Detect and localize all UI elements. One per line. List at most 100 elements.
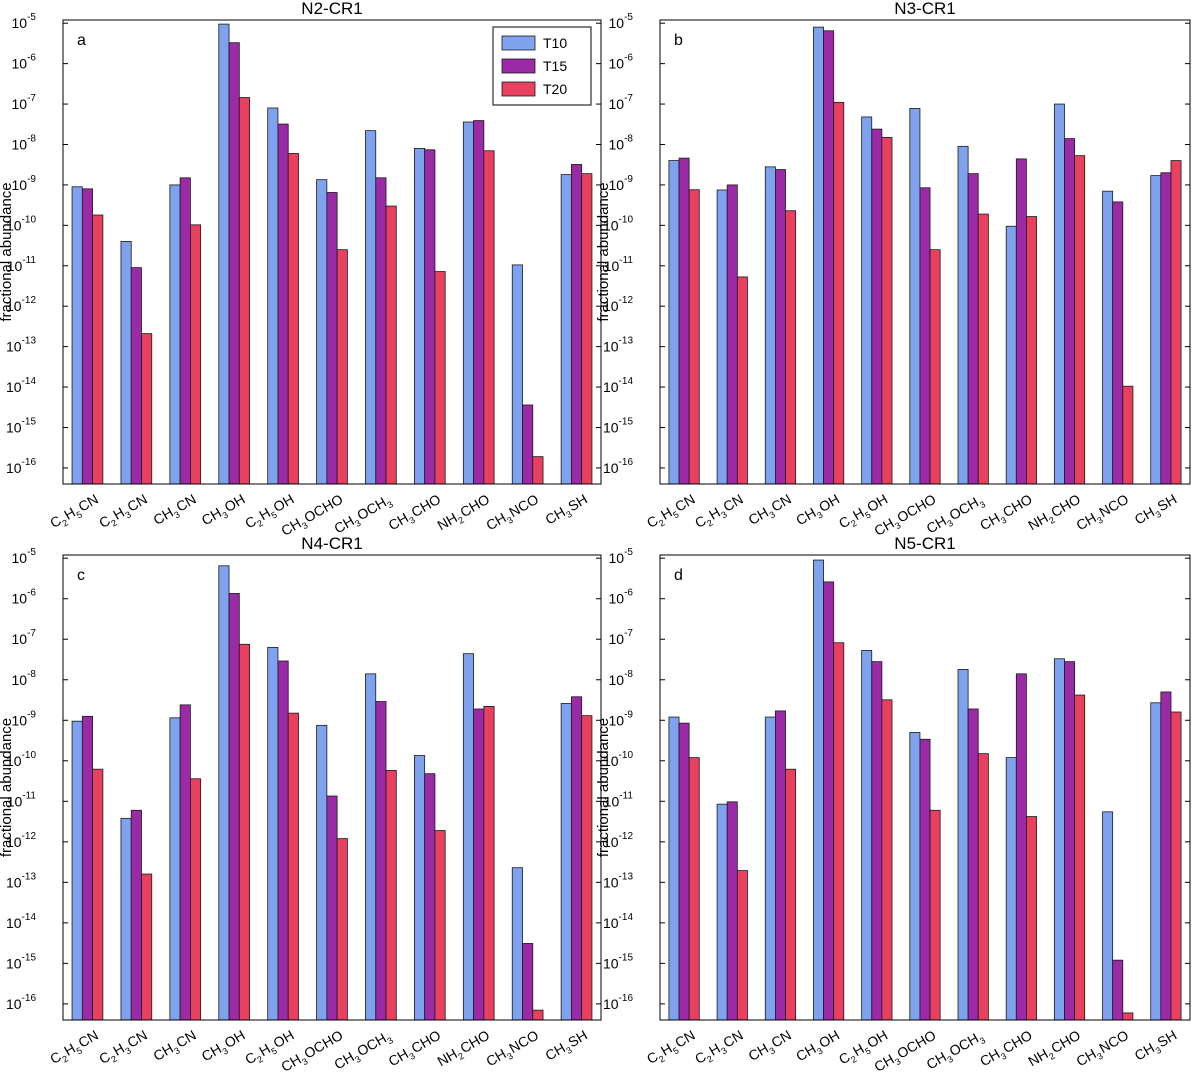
xtick-subscript: 5 (671, 1045, 680, 1056)
xtick-text: NH (1025, 1045, 1051, 1069)
ytick-exponent: -14 (22, 912, 37, 923)
ytick-label: 10-16 (6, 993, 36, 1012)
bar-t15-c2h5cn (678, 157, 690, 485)
legend-swatch-t15 (501, 58, 536, 74)
ytick-exponent: -6 (624, 53, 633, 64)
xtick-label-ch3oh: CH3 OH (793, 1027, 844, 1067)
xtick-subscript: 3 (408, 515, 417, 526)
xtick-subscript: 3 (172, 509, 181, 520)
ytick-base: 10 (603, 339, 619, 355)
bar-t20-ch3cn (785, 768, 797, 1021)
bar-t15-ch3ocho (326, 795, 338, 1021)
bar-t10-ch3sh (560, 703, 572, 1021)
xtick-subscript: 3 (123, 1045, 132, 1056)
bar-t20-nh2cho (1074, 694, 1086, 1021)
xtick-text: CH (150, 1040, 176, 1064)
xtick-text: CH (483, 509, 509, 533)
bar-t10-ch3och3 (365, 130, 377, 485)
ytick-base: 10 (6, 834, 22, 850)
ytick-exponent: -5 (624, 547, 633, 558)
plot-frame (659, 19, 1191, 485)
bar-t20-c2h5cn (688, 757, 700, 1021)
ytick-exponent: -16 (619, 993, 634, 1004)
panel-title: N2-CR1 (301, 0, 362, 18)
ytick-label: 10-14 (603, 912, 633, 931)
xtick-subscript: 3 (768, 509, 777, 520)
ytick-label: 10-5 (12, 547, 37, 566)
xtick-text: OCH (946, 1030, 981, 1059)
bar-t15-c2h5oh (871, 128, 883, 485)
bar-t10-c2h5cn (668, 716, 680, 1021)
ytick-exponent: -6 (27, 53, 36, 64)
bar-t10-ch3cn (169, 717, 181, 1021)
legend-label-t10: T10 (543, 35, 567, 51)
xtick-text: CH (923, 512, 949, 536)
ytick-label: 10-11 (7, 255, 37, 274)
xtick-label-ch3nco: CH3 NCO (1073, 491, 1132, 536)
y-axis-label: fractional abundance (0, 182, 15, 321)
ytick-base: 10 (12, 96, 28, 112)
bar-t20-ch3ocho (336, 249, 348, 485)
bar-t10-ch3och3 (957, 669, 969, 1021)
bar-t20-c2h5oh (287, 712, 299, 1021)
ytick-exponent: -8 (624, 669, 633, 680)
ytick-exponent: -7 (27, 93, 36, 104)
xtick-subscript: 3 (386, 499, 395, 510)
bar-t20-ch3oh (238, 97, 250, 485)
bar-t15-ch3cho (424, 773, 436, 1021)
ytick-base: 10 (6, 955, 22, 971)
xtick-subscript: 2 (60, 1053, 69, 1064)
ytick-exponent: -11 (619, 255, 633, 266)
bar-t20-nh2cho (483, 150, 495, 485)
bar-t15-c2h3cn (130, 267, 142, 485)
xtick-label-ch3oh: CH3 OH (199, 1027, 250, 1067)
ytick-base: 10 (609, 56, 625, 72)
ytick-base: 10 (609, 550, 625, 566)
xtick-subscript: 3 (978, 499, 987, 510)
ytick-base: 10 (603, 874, 619, 890)
ytick-label: 10-13 (603, 336, 633, 355)
xtick-label-c2h5cn: C2 H5 CN (644, 491, 699, 534)
xtick-subscript: 2 (705, 517, 714, 528)
xtick-label-ch3cn: CH3 CN (150, 1027, 200, 1067)
bar-t20-ch3oh (833, 642, 845, 1021)
ytick-base: 10 (609, 631, 625, 647)
xtick-text: OCH (946, 494, 981, 523)
xtick-subscript: 3 (893, 520, 902, 531)
xtick-subscript: 3 (386, 1035, 395, 1046)
bar-t20-ch3sh (1170, 160, 1182, 485)
xtick-label-c2h3cn: C2 H3 CN (692, 491, 747, 534)
bar-t20-c2h5cn (92, 768, 104, 1021)
bar-t15-ch3cn (179, 704, 191, 1021)
bar-t20-c2h5oh (881, 699, 893, 1021)
xtick-subscript: 2 (657, 517, 666, 528)
xtick-text: CHO (1048, 491, 1083, 520)
ytick-base: 10 (604, 258, 620, 274)
ytick-base: 10 (6, 217, 22, 233)
ytick-base: 10 (12, 591, 28, 607)
ytick-base: 10 (12, 15, 28, 31)
xtick-subscript: 3 (719, 1045, 728, 1056)
bar-t10-ch3nco (1102, 190, 1114, 485)
bar-t10-c2h5cn (71, 186, 83, 485)
ytick-base: 10 (603, 217, 619, 233)
bar-t20-ch3cho (434, 830, 446, 1021)
ytick-exponent: -9 (27, 709, 36, 720)
xtick-subscript: 5 (75, 509, 84, 520)
ytick-label: 10-8 (609, 669, 634, 688)
xtick-subscript: 3 (999, 515, 1008, 526)
ytick-exponent: -9 (27, 174, 36, 185)
xtick-text: CH (1132, 504, 1158, 528)
bar-t10-c2h3cn (716, 803, 728, 1021)
ytick-label: 10-13 (6, 336, 36, 355)
xtick-text: CH (746, 504, 772, 528)
xtick-label-ch3cn: CH3 CN (150, 491, 200, 531)
xtick-text: CHO (1048, 1027, 1083, 1056)
xtick-text: CH (793, 504, 819, 528)
xtick-label-ch3sh: CH3 SH (542, 491, 591, 530)
xtick-text: CHO (457, 491, 492, 520)
bar-t15-ch3nco (522, 943, 534, 1021)
bar-t10-c2h5cn (668, 160, 680, 485)
bar-t10-ch3ocho (316, 179, 328, 485)
xtick-text: NH (1025, 509, 1051, 533)
